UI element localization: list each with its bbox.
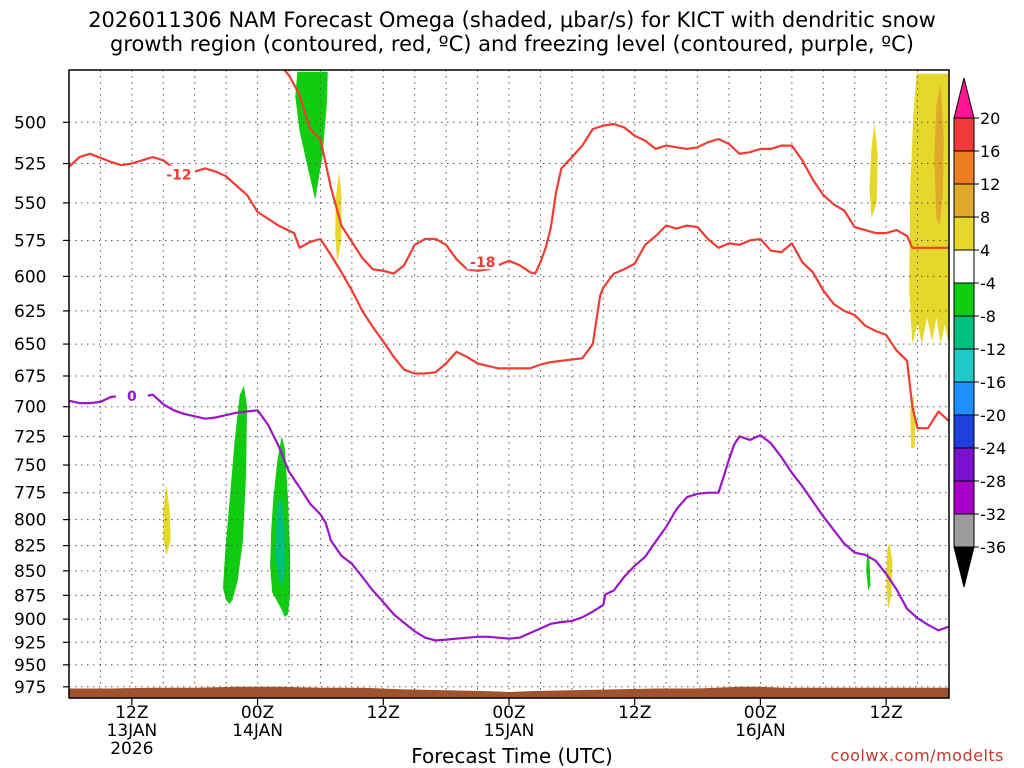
x-tick-label-72-1: 16JAN	[735, 721, 786, 741]
site-credit: coolwx.com/modelts	[830, 746, 1004, 765]
x-tick-label-12-2: 2026	[110, 739, 153, 759]
down-orange-21z16jan	[934, 84, 944, 226]
y-tick-label-575: 575	[14, 231, 46, 251]
colorbar-swatch-4	[953, 216, 975, 251]
x-tick-label-24-1: 14JAN	[232, 721, 283, 741]
up-green-06z14jan	[223, 385, 248, 604]
y-tick-label-900: 900	[14, 610, 46, 630]
temperature-contours	[69, 70, 949, 642]
down-yellow-19z16jan	[909, 73, 949, 347]
x-tick-label-48-1: 15JAN	[484, 721, 535, 741]
down-yellow-16z13jan	[163, 485, 171, 556]
x-axis-title: Forecast Time (UTC)	[411, 744, 613, 768]
colorbar-label-3: 8	[980, 208, 990, 227]
chart-title-line-1: 2026011306 NAM Forecast Omega (shaded, μ…	[88, 8, 936, 32]
y-tick-label-975: 975	[14, 678, 46, 698]
colorbar-label-10: -24	[980, 439, 1006, 458]
y-tick-label-625: 625	[14, 302, 46, 322]
colorbar-label-2: 12	[980, 175, 1000, 194]
colorbar-swatch-6	[953, 282, 975, 317]
colorbar-cap-top	[953, 77, 975, 119]
freezing-level-0c	[69, 391, 949, 642]
colorbar-swatch-12	[953, 480, 975, 515]
colorbar-swatch-10	[953, 414, 975, 449]
colorbar-label-9: -20	[980, 406, 1006, 425]
y-tick-label-800: 800	[14, 511, 46, 531]
dgz-minus18-lower	[283, 70, 949, 275]
colorbar-label-12: -32	[980, 505, 1006, 524]
colorbar-swatch-1	[953, 117, 975, 152]
y-tick-label-650: 650	[14, 335, 46, 355]
colorbar-swatch-2	[953, 150, 975, 185]
colorbar-label-6: -8	[980, 307, 996, 326]
dgz-minus12-upper-label: -12	[166, 168, 191, 184]
y-tick-label-750: 750	[14, 456, 46, 476]
down-yellow-13z16jan	[886, 542, 893, 610]
x-tick-label-72-0: 00Z	[744, 703, 777, 723]
up-green-09z14jan	[295, 71, 328, 200]
colorbar-label-4: 4	[980, 241, 990, 260]
y-tick-label-775: 775	[14, 484, 46, 504]
pressure-axis: 500 525 550 575 600 625 650 675 700 725 750 775 800 8…	[14, 113, 69, 698]
colorbar-cap-bottom	[953, 546, 975, 588]
y-tick-label-550: 550	[14, 194, 46, 214]
y-tick-label-525: 525	[14, 155, 46, 175]
colorbar-label-11: -28	[980, 472, 1006, 491]
up-teal-03z14jan	[275, 498, 285, 586]
freezing-level-0c-label-bg	[115, 386, 148, 403]
y-tick-label-875: 875	[14, 586, 46, 606]
x-tick-label-12-0: 12Z	[115, 703, 148, 723]
omega-colorbar: 20 16 12 8 4 -4 -8 -12 -16 -20 -24 -28 -32 -36	[953, 77, 1006, 588]
y-tick-label-850: 850	[14, 562, 46, 582]
freezing-level-0c-label: 0	[127, 389, 137, 405]
colorbar-swatch-7	[953, 315, 975, 350]
plot-frame	[68, 69, 950, 699]
colorbar-label-0: 20	[980, 109, 1000, 128]
surface-terrain	[69, 686, 949, 698]
colorbar-swatch-13	[953, 513, 975, 548]
dgz-minus12-upper	[69, 152, 949, 430]
x-tick-label-36-0: 12Z	[367, 703, 400, 723]
terrain-layer	[69, 686, 949, 698]
y-tick-label-700: 700	[14, 398, 46, 418]
colorbar-swatch-8	[953, 348, 975, 383]
y-tick-label-675: 675	[14, 367, 46, 387]
y-tick-label-950: 950	[14, 656, 46, 676]
dgz-minus18-lower-label: -18	[470, 255, 495, 271]
y-tick-label-925: 925	[14, 633, 46, 653]
x-tick-label-84-0: 12Z	[870, 703, 903, 723]
x-tick-label-24-0: 00Z	[241, 703, 274, 723]
y-tick-label-725: 725	[14, 427, 46, 447]
x-tick-label-12-1: 13JAN	[107, 721, 158, 741]
colorbar-swatch-3	[953, 183, 975, 218]
colorbar-label-7: -12	[980, 340, 1006, 359]
x-tick-label-48-0: 00Z	[492, 703, 525, 723]
colorbar-swatch-5	[953, 249, 975, 284]
colorbar-label-5: -4	[980, 274, 996, 293]
y-tick-label-500: 500	[14, 113, 46, 133]
colorbar-label-13: -36	[980, 538, 1006, 557]
colorbar-label-1: 16	[980, 142, 1000, 161]
y-tick-label-825: 825	[14, 537, 46, 557]
dgz-minus12-upper-label-bg	[163, 165, 195, 182]
y-tick-label-600: 600	[14, 267, 46, 287]
grid-lines	[69, 70, 949, 698]
chart-title-line-2: growth region (contoured, red, ºC) and f…	[110, 32, 914, 56]
colorbar-swatch-11	[953, 447, 975, 482]
colorbar-swatch-9	[953, 381, 975, 416]
colorbar-label-8: -16	[980, 373, 1006, 392]
x-tick-label-60-0: 12Z	[618, 703, 651, 723]
dgz-minus18-lower-label-bg	[466, 253, 499, 270]
contour-labels: -12 -18 0	[115, 165, 499, 405]
down-yellow-12z16jan	[869, 122, 878, 219]
